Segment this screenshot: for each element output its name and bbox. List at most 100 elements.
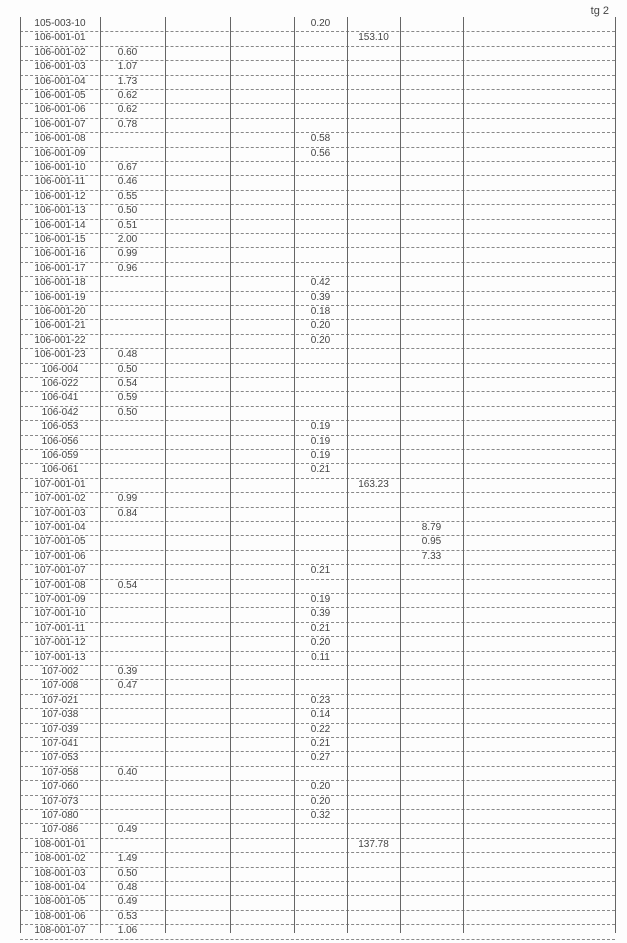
table-row: 108-001-04 0.48 — [20, 881, 615, 897]
cell-value — [400, 60, 463, 74]
cell-value — [294, 363, 347, 377]
cell-value: 0.42 — [310, 277, 331, 289]
cell-value — [100, 550, 155, 564]
cell-value — [400, 247, 463, 261]
column-divider — [463, 17, 464, 933]
row-id: 106-001-03 — [34, 61, 86, 73]
row-id: 106-061 — [41, 464, 79, 476]
cell-value — [400, 478, 463, 492]
table-row: 105-003-10 0.20 — [20, 17, 615, 33]
cell-value — [294, 60, 347, 74]
row-id: 106-001-11 — [34, 176, 86, 188]
row-id: 107-001-08 — [34, 579, 86, 591]
table-row: 106-001-20 0.18 — [20, 305, 615, 321]
table-row: 106-041 0.59 — [20, 391, 615, 407]
cell-value — [400, 823, 463, 837]
table-row: 107-001-01 163.23 — [20, 478, 615, 494]
cell-value — [400, 348, 463, 362]
cell-value: 0.50 — [117, 363, 138, 375]
row-id: 108-001-02 — [34, 853, 86, 865]
cell-value — [100, 809, 155, 823]
cell-value: 0.19 — [310, 450, 331, 461]
cell-value — [100, 751, 155, 765]
table-row: 106-001-02 0.60 — [20, 46, 615, 62]
cell-value: 0.50 — [117, 867, 138, 879]
cell-value: 0.27 — [310, 752, 331, 764]
cell-value — [400, 867, 463, 881]
cell-value — [347, 550, 400, 564]
cell-value — [294, 881, 347, 895]
row-id: 107-001-01 — [34, 478, 86, 490]
cell-value: 0.19 — [310, 435, 331, 447]
cell-value — [400, 103, 463, 117]
table-row: 107-008 0.47 — [20, 679, 615, 695]
table-row: 106-001-16 0.99 — [20, 247, 615, 263]
cell-value — [400, 723, 463, 737]
cell-value: 0.21 — [310, 622, 331, 634]
table-row: 107-001-12 0.20 — [20, 636, 615, 652]
row-id: 106-001-20 — [34, 306, 86, 317]
column-divider — [230, 17, 231, 933]
cell-value: 0.32 — [310, 810, 331, 821]
cell-value — [347, 607, 400, 621]
cell-value: 0.22 — [310, 723, 331, 735]
row-id: 107-001-03 — [34, 507, 86, 519]
row-id: 106-001-23 — [34, 349, 86, 361]
row-id: 108-001-05 — [34, 896, 86, 908]
column-divider — [347, 17, 348, 933]
table-row: 107-053 0.27 — [20, 751, 615, 767]
row-id: 107-001-11 — [34, 622, 86, 634]
cell-value — [347, 276, 400, 290]
cell-value — [347, 348, 400, 362]
cell-value — [400, 262, 463, 276]
cell-value — [294, 161, 347, 175]
row-id: 106-004 — [41, 363, 79, 375]
cell-value: 7.33 — [421, 550, 442, 562]
cell-value — [347, 435, 400, 449]
cell-value — [347, 679, 400, 693]
cell-value: 0.39 — [310, 291, 331, 303]
cell-value — [347, 262, 400, 276]
cell-value: 0.62 — [117, 104, 138, 116]
cell-value — [347, 593, 400, 607]
cell-value — [400, 852, 463, 866]
cell-value — [347, 103, 400, 117]
cell-value — [100, 708, 155, 722]
cell-value — [100, 636, 155, 650]
cell-value: 0.20 — [310, 795, 331, 807]
cell-value — [400, 291, 463, 305]
row-id: 106-056 — [41, 435, 79, 447]
row-id: 107-058 — [41, 766, 79, 778]
row-id: 107-001-10 — [34, 608, 86, 620]
row-id: 106-001-22 — [34, 334, 86, 346]
cell-value: 0.99 — [117, 493, 138, 505]
cell-value — [294, 492, 347, 506]
cell-value — [100, 564, 155, 578]
cell-value — [347, 895, 400, 909]
row-id: 108-001-04 — [34, 882, 86, 893]
cell-value — [347, 708, 400, 722]
cell-value — [400, 406, 463, 420]
cell-value — [400, 17, 463, 31]
cell-value — [400, 132, 463, 146]
table-row: 106-053 0.19 — [20, 420, 615, 436]
cell-value: 0.60 — [117, 46, 138, 58]
cell-value: 0.50 — [117, 406, 138, 418]
table-row: 106-001-15 2.00 — [20, 233, 615, 249]
cell-value — [400, 463, 463, 477]
row-id: 107-039 — [41, 723, 79, 735]
cell-value: 0.19 — [310, 594, 331, 605]
row-id: 107-001-05 — [34, 536, 86, 548]
cell-value: 0.95 — [421, 536, 442, 548]
cell-value — [400, 449, 463, 463]
row-id: 107-001-02 — [34, 493, 86, 505]
table-row: 106-001-17 0.96 — [20, 262, 615, 278]
cell-value — [400, 881, 463, 895]
cell-value — [347, 564, 400, 578]
cell-value — [347, 881, 400, 895]
cell-value — [100, 435, 155, 449]
row-id: 106-001-05 — [34, 90, 86, 101]
row-id: 106-001-12 — [34, 190, 86, 202]
row-id: 106-001-19 — [34, 291, 86, 303]
cell-value — [294, 46, 347, 60]
